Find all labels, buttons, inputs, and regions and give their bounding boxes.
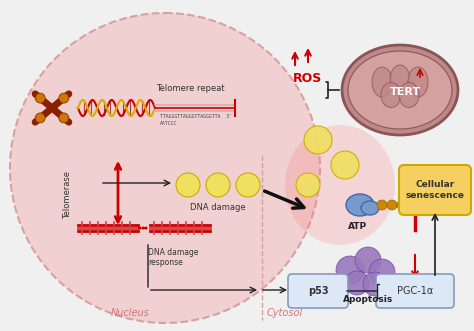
Ellipse shape — [10, 13, 320, 323]
Circle shape — [236, 173, 260, 197]
Circle shape — [35, 113, 45, 123]
Text: Telomere repeat: Telomere repeat — [155, 84, 224, 93]
Text: Apoptosis: Apoptosis — [343, 295, 393, 304]
Ellipse shape — [285, 125, 395, 245]
Circle shape — [355, 247, 381, 273]
Circle shape — [369, 259, 395, 285]
Circle shape — [59, 93, 69, 103]
Circle shape — [387, 200, 397, 210]
Text: PGC-1α: PGC-1α — [397, 286, 433, 296]
Circle shape — [377, 200, 387, 210]
Text: p53: p53 — [308, 286, 328, 296]
Text: Cytosol: Cytosol — [267, 308, 303, 318]
Ellipse shape — [390, 65, 410, 95]
Text: DNA damage: DNA damage — [190, 203, 246, 212]
Circle shape — [142, 226, 145, 229]
Ellipse shape — [346, 194, 374, 216]
FancyBboxPatch shape — [288, 274, 348, 308]
Circle shape — [304, 126, 332, 154]
Text: Telomerase: Telomerase — [64, 171, 73, 219]
Circle shape — [176, 173, 200, 197]
Circle shape — [145, 226, 147, 229]
Circle shape — [397, 200, 407, 210]
Ellipse shape — [361, 201, 379, 215]
Circle shape — [206, 173, 230, 197]
Text: Nucleus: Nucleus — [110, 308, 149, 318]
Ellipse shape — [348, 51, 452, 129]
Text: Cellular
senescence: Cellular senescence — [405, 180, 465, 200]
Ellipse shape — [408, 67, 428, 97]
Circle shape — [336, 256, 364, 284]
Circle shape — [363, 272, 387, 296]
Circle shape — [35, 93, 45, 103]
Circle shape — [331, 151, 359, 179]
Circle shape — [345, 271, 369, 295]
Ellipse shape — [399, 82, 419, 108]
Circle shape — [296, 173, 320, 197]
Circle shape — [59, 113, 69, 123]
Text: TERT: TERT — [390, 87, 420, 97]
Text: AATCCC: AATCCC — [160, 121, 177, 126]
Ellipse shape — [372, 67, 392, 97]
Ellipse shape — [342, 45, 458, 135]
Text: ROS: ROS — [293, 71, 323, 84]
FancyBboxPatch shape — [399, 165, 471, 215]
Text: DNA damage
response: DNA damage response — [148, 248, 199, 267]
Text: ATP: ATP — [348, 222, 367, 231]
Circle shape — [138, 226, 142, 229]
FancyBboxPatch shape — [376, 274, 454, 308]
Text: TTAGGGTTAGGGTTAGGGTTA  3': TTAGGGTTAGGGTTAGGGTTA 3' — [160, 114, 232, 119]
Ellipse shape — [381, 82, 401, 108]
